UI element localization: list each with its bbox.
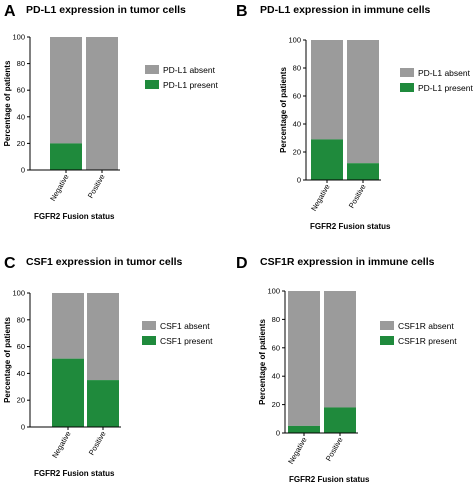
- x-tick-label: Negative: [286, 436, 309, 466]
- y-axis-label: Percentage of patients: [3, 317, 12, 403]
- x-axis-label: FGFR2 Fusion status: [289, 475, 370, 484]
- y-tick-label: 40: [272, 372, 280, 381]
- legend-label: CSF1 present: [160, 336, 213, 346]
- legend-label: PD-L1 absent: [163, 65, 216, 75]
- bar-present-negative: [52, 358, 84, 427]
- y-tick-label: 0: [21, 166, 25, 175]
- panel-letter: D: [236, 255, 248, 272]
- y-tick-label: 20: [17, 139, 25, 148]
- chart-panel-a: A PD-L1 expression in tumor cells Negative…: [3, 3, 218, 221]
- panel-title: PD-L1 expression in tumor cells: [26, 4, 186, 16]
- bar-absent-negative: [288, 291, 320, 426]
- bar-present-negative: [311, 139, 343, 180]
- y-axis-label: Percentage of patients: [279, 67, 288, 153]
- chart-panel-c: C CSF1 expression in tumor cells Negative P…: [3, 255, 213, 478]
- x-axis-label: FGFR2 Fusion status: [34, 212, 115, 221]
- x-tick-label: Negative: [309, 183, 332, 213]
- legend-swatch: [145, 65, 159, 74]
- panel-letter: B: [236, 3, 248, 20]
- legend-swatch: [400, 68, 414, 77]
- x-axis-label: FGFR2 Fusion status: [310, 222, 391, 231]
- y-tick-label: 100: [288, 36, 301, 45]
- x-tick-label: Negative: [50, 430, 73, 460]
- panel-title: CSF1 expression in tumor cells: [26, 256, 183, 268]
- legend-label: PD-L1 present: [163, 80, 218, 90]
- y-tick-label: 80: [17, 59, 25, 68]
- y-tick-label: 80: [293, 64, 301, 73]
- legend-label: CSF1R absent: [398, 321, 454, 331]
- panel-title: PD-L1 expression in immune cells: [260, 4, 431, 16]
- y-tick-label: 0: [276, 429, 280, 438]
- y-tick-label: 40: [17, 112, 25, 121]
- y-tick-label: 60: [17, 86, 25, 95]
- legend-swatch: [142, 321, 156, 330]
- y-tick-label: 20: [17, 396, 25, 405]
- bar-absent-negative: [50, 37, 82, 144]
- bar-absent-positive: [347, 40, 379, 164]
- bar-absent-positive: [324, 291, 356, 408]
- legend-swatch: [142, 336, 156, 345]
- y-axis-label: Percentage of patients: [3, 60, 12, 146]
- bar-present-positive: [324, 407, 356, 433]
- legend-label: PD-L1 present: [418, 83, 473, 93]
- bar-present-negative: [288, 425, 320, 433]
- y-tick-label: 20: [272, 400, 280, 409]
- y-tick-label: 60: [293, 92, 301, 101]
- panel-letter: C: [4, 255, 16, 272]
- legend-label: CSF1R present: [398, 336, 457, 346]
- y-tick-label: 0: [297, 176, 301, 185]
- y-tick-label: 60: [17, 342, 25, 351]
- panel-letter: A: [4, 3, 16, 20]
- legend-swatch: [145, 80, 159, 89]
- bar-present-positive: [347, 163, 379, 180]
- x-tick-label: Positive: [347, 183, 368, 210]
- chart-panel-b: B PD-L1 expression in immune cells Negativ…: [236, 3, 473, 231]
- bar-absent-positive: [86, 37, 118, 170]
- bar-absent-positive: [87, 293, 119, 381]
- bar-absent-negative: [52, 293, 84, 359]
- bar-present-positive: [87, 380, 119, 427]
- y-tick-label: 0: [21, 423, 25, 432]
- panel-title: CSF1R expression in immune cells: [260, 256, 435, 268]
- bar-absent-negative: [311, 40, 343, 140]
- x-tick-label: Negative: [48, 173, 71, 203]
- x-tick-label: Positive: [324, 436, 345, 463]
- chart-panel-d: D CSF1R expression in immune cells Negativ…: [236, 255, 457, 484]
- y-tick-label: 40: [17, 369, 25, 378]
- legend-swatch: [380, 336, 394, 345]
- y-tick-label: 80: [17, 315, 25, 324]
- y-tick-label: 80: [272, 315, 280, 324]
- legend-label: PD-L1 absent: [418, 68, 471, 78]
- legend-label: CSF1 absent: [160, 321, 210, 331]
- bar-present-negative: [50, 143, 82, 170]
- y-tick-label: 60: [272, 343, 280, 352]
- y-tick-label: 100: [12, 33, 25, 42]
- x-axis-label: FGFR2 Fusion status: [34, 469, 115, 478]
- x-tick-label: Positive: [86, 173, 107, 200]
- legend-swatch: [380, 321, 394, 330]
- legend-swatch: [400, 83, 414, 92]
- y-tick-label: 100: [12, 289, 25, 298]
- y-tick-label: 20: [293, 148, 301, 157]
- y-tick-label: 40: [293, 120, 301, 129]
- y-axis-label: Percentage of patients: [258, 319, 267, 405]
- y-tick-label: 100: [267, 287, 280, 296]
- x-tick-label: Positive: [87, 430, 108, 457]
